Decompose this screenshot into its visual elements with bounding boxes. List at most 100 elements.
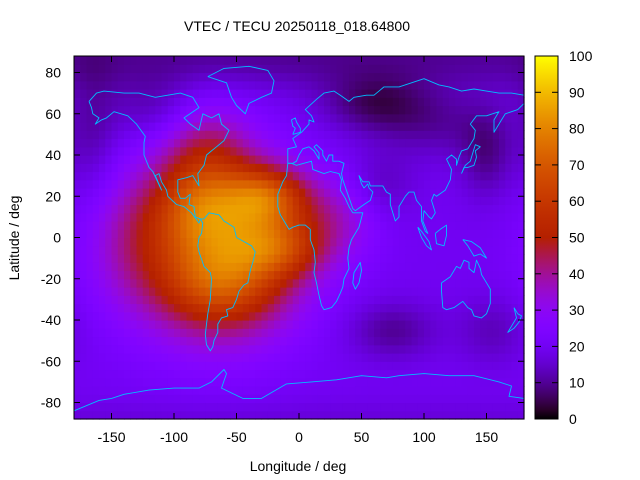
heatmap-cell xyxy=(161,179,169,189)
heatmap-cell xyxy=(349,353,356,362)
heatmap-cell xyxy=(492,113,500,123)
heatmap-cell xyxy=(236,270,244,280)
heatmap-cell xyxy=(436,245,444,255)
heatmap-cell xyxy=(399,237,406,247)
heatmap-cell xyxy=(486,336,494,346)
heatmap-cell xyxy=(217,394,225,404)
heatmap-cell xyxy=(280,278,288,288)
heatmap-cell xyxy=(517,97,525,107)
heatmap-cell xyxy=(430,163,438,173)
heatmap-cell xyxy=(86,394,94,404)
heatmap-cell xyxy=(261,155,269,164)
heatmap-cell xyxy=(230,146,238,156)
heatmap-cell xyxy=(280,237,288,247)
heatmap-cell xyxy=(280,377,288,387)
heatmap-cell xyxy=(449,262,456,272)
heatmap-cell xyxy=(467,163,475,173)
heatmap-cell xyxy=(167,56,175,65)
heatmap-cell xyxy=(155,155,163,164)
heatmap-cell xyxy=(180,402,188,412)
heatmap-cell xyxy=(105,212,113,222)
heatmap-cell xyxy=(461,64,469,74)
heatmap-cell xyxy=(324,146,331,156)
heatmap-cell xyxy=(480,56,488,65)
heatmap-cell xyxy=(186,353,194,362)
heatmap-cell xyxy=(336,130,344,140)
heatmap-cell xyxy=(517,270,525,280)
heatmap-cell xyxy=(361,344,369,354)
heatmap-cell xyxy=(311,56,319,65)
heatmap-cell xyxy=(149,245,156,255)
heatmap-cell xyxy=(455,196,463,206)
heatmap-cell xyxy=(517,196,525,206)
heatmap-cell xyxy=(117,146,125,156)
heatmap-cell xyxy=(74,97,81,107)
heatmap-cell xyxy=(261,328,269,338)
heatmap-cell xyxy=(411,245,419,255)
heatmap-cell xyxy=(330,64,338,74)
heatmap-cell xyxy=(274,64,281,74)
heatmap-cell xyxy=(236,361,244,371)
y-tick-label: -60 xyxy=(41,353,61,369)
heatmap-cell xyxy=(430,188,438,197)
heatmap-cell xyxy=(511,72,519,82)
heatmap-cell xyxy=(311,361,319,371)
heatmap-cell xyxy=(436,278,444,288)
heatmap-cell xyxy=(111,89,119,98)
heatmap-cell xyxy=(255,97,263,107)
heatmap-cell xyxy=(505,171,513,181)
heatmap-cell xyxy=(386,410,394,420)
heatmap-cell xyxy=(311,179,319,189)
heatmap-cell xyxy=(330,229,338,239)
heatmap-cell xyxy=(417,410,425,420)
heatmap-cell xyxy=(349,328,356,338)
heatmap-cell xyxy=(424,122,431,131)
heatmap-cell xyxy=(174,377,181,387)
heatmap-cell xyxy=(149,138,156,148)
heatmap-cell xyxy=(249,336,256,346)
heatmap-cell xyxy=(167,377,175,387)
heatmap-cell xyxy=(342,361,350,371)
heatmap-cell xyxy=(99,311,106,321)
heatmap-cell xyxy=(280,361,288,371)
heatmap-cell xyxy=(80,171,88,181)
heatmap-cell xyxy=(317,221,325,230)
heatmap-cell xyxy=(86,410,94,420)
heatmap-cell xyxy=(199,287,206,296)
heatmap-cell xyxy=(199,229,206,239)
heatmap-cell xyxy=(155,311,163,321)
heatmap-cell xyxy=(136,229,144,239)
heatmap-cell xyxy=(355,303,363,313)
heatmap-cell xyxy=(211,130,219,140)
heatmap-cell xyxy=(161,278,169,288)
heatmap-cell xyxy=(336,105,344,115)
heatmap-cell xyxy=(417,138,425,148)
heatmap-cell xyxy=(155,328,163,338)
heatmap-cell xyxy=(461,212,469,222)
heatmap-cell xyxy=(217,386,225,395)
heatmap-cell xyxy=(267,336,275,346)
heatmap-cell xyxy=(155,130,163,140)
heatmap-cell xyxy=(117,229,125,239)
heatmap-cell xyxy=(186,89,194,98)
heatmap-cell xyxy=(324,163,331,173)
heatmap-cell xyxy=(517,105,525,115)
heatmap-cell xyxy=(105,138,113,148)
heatmap-cell xyxy=(505,303,513,313)
heatmap-cell xyxy=(124,245,131,255)
heatmap-cell xyxy=(149,72,156,82)
heatmap-cell xyxy=(417,72,425,82)
heatmap-cell xyxy=(474,97,481,107)
heatmap-cell xyxy=(361,394,369,404)
heatmap-cell xyxy=(174,64,181,74)
heatmap-cell xyxy=(99,179,106,189)
heatmap-cell xyxy=(230,237,238,247)
heatmap-cell xyxy=(130,80,138,90)
heatmap-cell xyxy=(392,56,400,65)
heatmap-cell xyxy=(124,270,131,280)
heatmap-cell xyxy=(174,113,181,123)
heatmap-cell xyxy=(249,402,256,412)
heatmap-cell xyxy=(236,287,244,296)
heatmap-cell xyxy=(286,97,294,107)
heatmap-cell xyxy=(317,188,325,197)
